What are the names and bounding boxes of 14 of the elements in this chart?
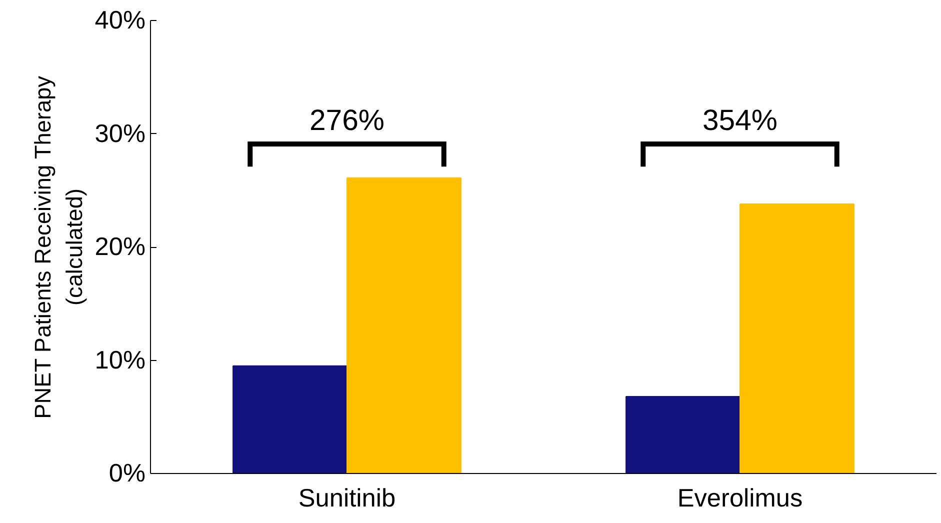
x-tick-label: Sunitinib — [298, 484, 396, 512]
y-tick-label: 20% — [94, 233, 146, 261]
bar — [346, 177, 462, 474]
y-tick-label: 40% — [94, 6, 146, 34]
bar — [232, 365, 348, 474]
annotation: 354% — [702, 104, 778, 138]
bar — [626, 396, 740, 474]
y-tick-label: 0% — [108, 460, 146, 488]
x-tick-label: Everolimus — [677, 484, 803, 512]
y-tick-label: 10% — [94, 346, 146, 374]
y-tick-label: 30% — [94, 120, 146, 148]
bar — [740, 203, 854, 474]
y-axis-title: PNET Patients Receiving Therapy (calculated) — [30, 75, 87, 419]
annotation: 276% — [309, 104, 385, 138]
